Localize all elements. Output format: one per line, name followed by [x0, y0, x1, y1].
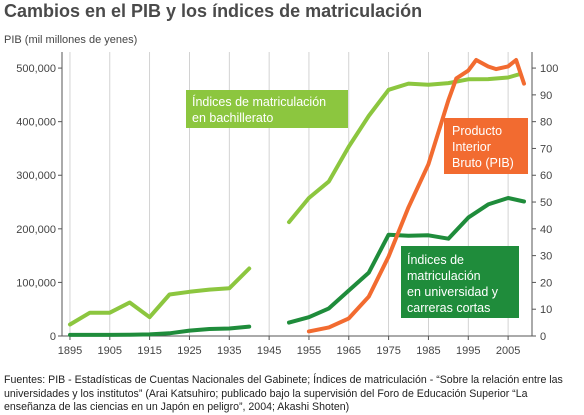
y-right-tick-label: 30	[540, 251, 552, 263]
x-tick-label: 1925	[177, 345, 201, 357]
callout-label-pib: Producto	[452, 124, 502, 138]
y-left-tick-label: 300,000	[16, 170, 56, 182]
y-axis-left-label: PIB (mil millones de yenes)	[4, 34, 137, 46]
x-tick-label: 2005	[496, 345, 520, 357]
x-tick-label: 1975	[376, 345, 400, 357]
callout-box-pib	[444, 118, 528, 174]
y-right-tick-label: 90	[540, 90, 552, 102]
callout-label-universidad: carreras cortas	[407, 301, 490, 315]
y-left-tick-label: 100,000	[16, 277, 56, 289]
callout-bachillerato: Índices de matriculación en bachillerato	[186, 90, 348, 128]
callout-pib: Producto Interior Bruto (PIB)	[444, 118, 528, 174]
y-right-tick-label: 40	[540, 224, 552, 236]
y-right-tick-label: 60	[540, 170, 552, 182]
y-right-tick-label: 20	[540, 277, 552, 289]
x-tick-label: 1915	[137, 345, 161, 357]
callout-universidad: Índices de matriculación en universidad y c…	[401, 246, 519, 318]
callout-box-bachillerato	[186, 90, 348, 128]
chart-title: Cambios en el PIB y los índices de matri…	[4, 1, 423, 21]
series-lines	[68, 58, 526, 337]
y-left-tick-label: 0	[50, 331, 56, 343]
y-right-tick-label: 10	[540, 304, 552, 316]
series-line-universidad	[287, 196, 526, 325]
x-tick-label: 1935	[217, 345, 241, 357]
y-right-tick-label: 50	[540, 197, 552, 209]
y-left-tick-label: 200,000	[16, 224, 56, 236]
chart-svg: 1895 1905 1915 1925 1935 1945 1955 1965 1975 1985…	[4, 34, 558, 357]
callout-label-bachillerato: Índices de matriculación	[192, 94, 326, 109]
x-tick-label: 1945	[257, 345, 281, 357]
callout-label-universidad: matriculación	[407, 269, 481, 283]
x-tick-label: 1905	[98, 345, 122, 357]
x-tick-label: 1985	[416, 345, 440, 357]
series-line-universidad	[68, 324, 252, 337]
series-line-pib	[306, 58, 526, 334]
y-right-tick-label: 0	[540, 331, 546, 343]
y-left-tick-label: 500,000	[16, 63, 56, 75]
callout-label-universidad: Índices de	[407, 252, 464, 267]
axes: 1895 1905 1915 1925 1935 1945 1955 1965 1975 1985…	[16, 52, 558, 357]
callout-label-bachillerato: en bachillerato	[192, 111, 273, 125]
callout-label-pib: Interior	[452, 140, 491, 154]
x-tick-label: 1955	[297, 345, 321, 357]
y-right-tick-label: 80	[540, 117, 552, 129]
x-tick-label: 1995	[456, 345, 480, 357]
y-right-tick-label: 70	[540, 143, 552, 155]
x-tick-label: 1895	[58, 345, 82, 357]
series-line-bachillerato	[287, 72, 523, 225]
y-right-tick-label: 100	[540, 63, 558, 75]
series-line-bachillerato	[68, 266, 252, 327]
callout-label-pib: Bruto (PIB)	[452, 156, 514, 170]
series-callouts: Índices de matriculación en bachillerato P…	[186, 90, 528, 318]
x-tick-label: 1965	[337, 345, 361, 357]
callout-label-universidad: en universidad y	[407, 285, 499, 299]
source-footnote: Fuentes: PIB - Estadísticas de Cuentas N…	[4, 374, 563, 413]
callout-box-universidad	[401, 246, 519, 318]
y-left-tick-label: 400,000	[16, 117, 56, 129]
